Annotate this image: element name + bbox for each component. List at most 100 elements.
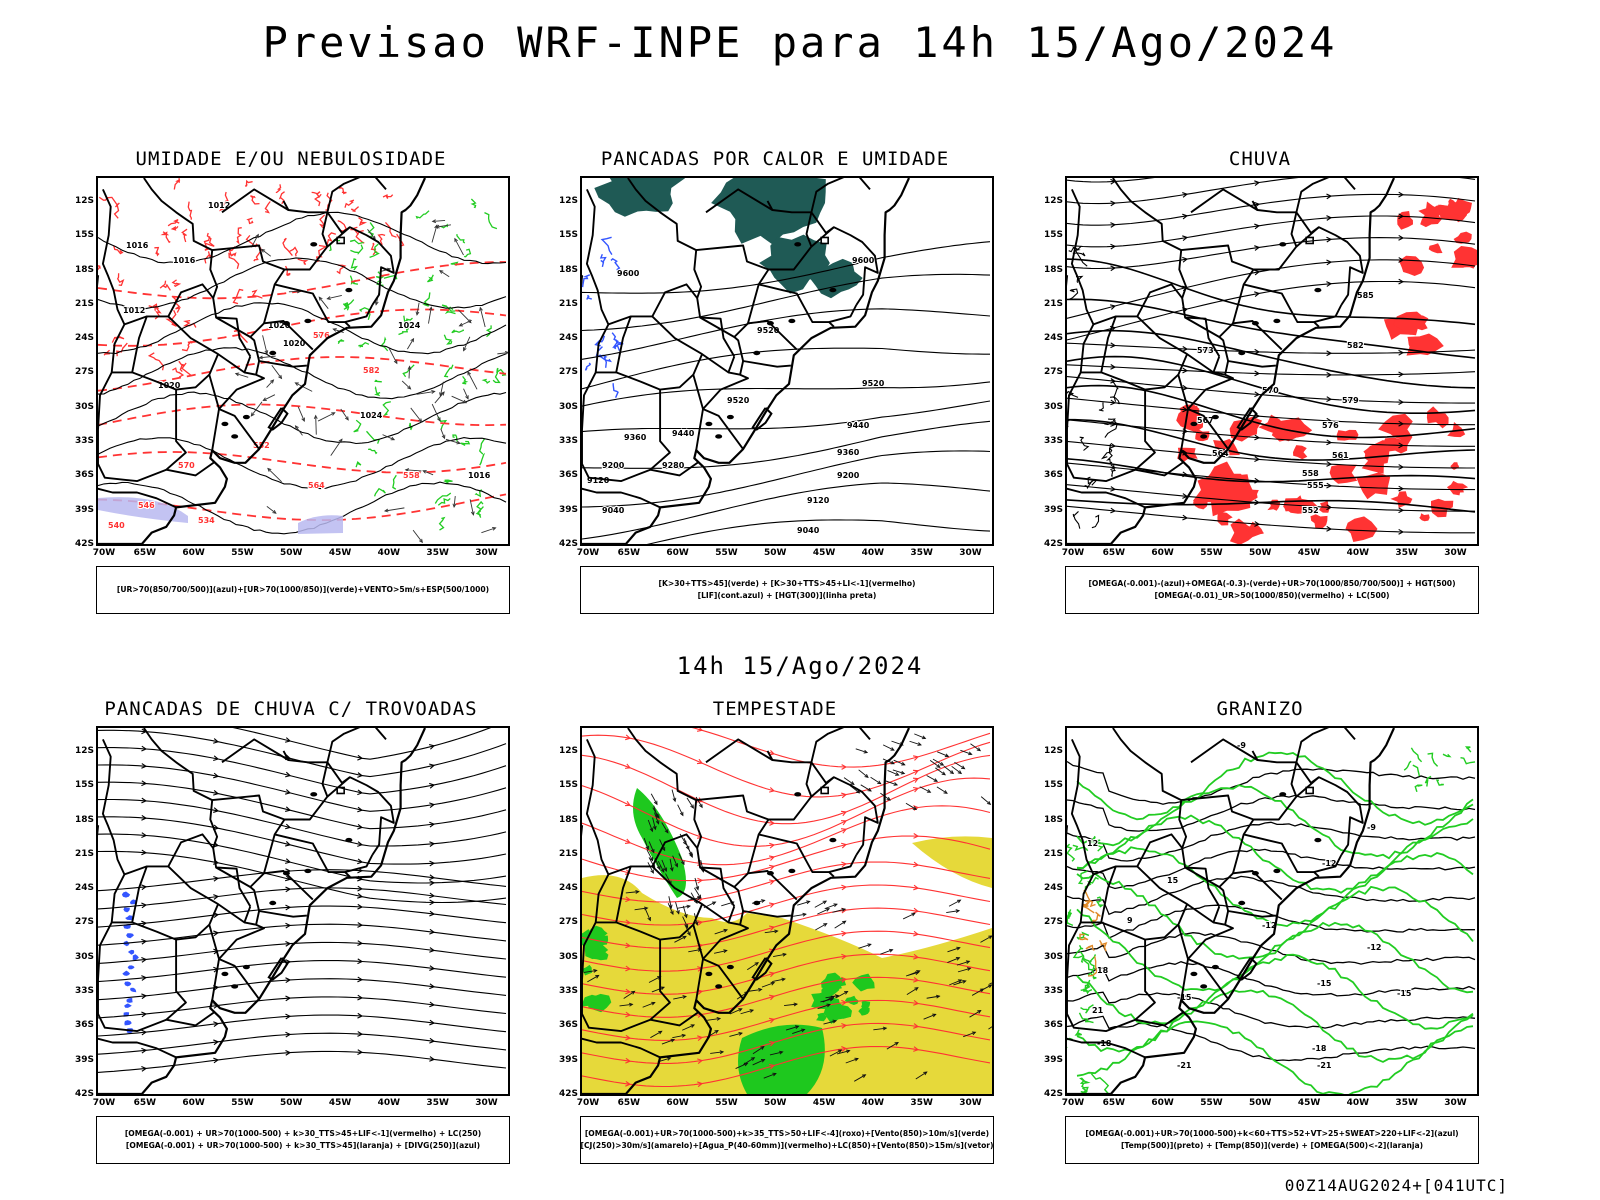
map-tempestade — [580, 726, 994, 1096]
lat-tick-label: 39S — [558, 1054, 578, 1065]
lon-tick-label: 30W — [475, 1098, 498, 1108]
temp-label: -12 — [1262, 921, 1276, 930]
temp-label: -21 — [1177, 1061, 1192, 1070]
temp-label: -12 — [1367, 943, 1381, 952]
forecast-map-pancadas-calor: 9600 9600 9520 9520 9520 9440 9440 9360 9360 9280… — [582, 178, 991, 544]
legend-box: [UR>70(850/700/500)](azul)+[UR>70(1000/8… — [96, 566, 510, 614]
lon-tick-label: 50W — [764, 548, 787, 558]
lon-tick-label: 70W — [1061, 1098, 1085, 1108]
lon-tick-label: 40W — [377, 548, 401, 558]
lat-tick-label: 18S — [558, 264, 578, 275]
height-label: 9200 — [837, 471, 860, 480]
height-label: 9520 — [757, 326, 780, 335]
lon-tick-label: 50W — [280, 1098, 303, 1108]
lon-tick-label: 55W — [715, 1098, 738, 1108]
lon-tick-label: 60W — [666, 548, 689, 558]
lat-tick-label: 27S — [558, 917, 578, 928]
height-label: 9440 — [847, 421, 870, 430]
height-label: 9120 — [587, 476, 610, 485]
lat-tick-label: 21S — [74, 848, 94, 859]
lat-tick-label: 42S — [74, 539, 94, 549]
isobar-label: 546 — [138, 501, 155, 510]
lon-tick-label: 55W — [1200, 1098, 1223, 1108]
temp-label: -21 — [1317, 1061, 1332, 1070]
hgt-label: 567 — [1197, 416, 1214, 425]
height-label: 9120 — [807, 496, 830, 505]
lon-tick-label: 45W — [812, 1098, 836, 1108]
lon-tick-label: 55W — [715, 548, 738, 558]
panel-title: TEMPESTADE — [712, 698, 838, 720]
lat-tick-label: 36S — [74, 470, 94, 481]
lon-tick-label: 35W — [910, 548, 933, 558]
lat-tick-label: 36S — [1043, 1020, 1063, 1031]
height-label: 9360 — [624, 433, 647, 442]
lat-tick-label: 33S — [74, 986, 94, 997]
lat-tick-label: 39S — [558, 504, 578, 515]
lat-tick-label: 36S — [558, 1020, 578, 1031]
lon-tick-label: 65W — [617, 1098, 641, 1108]
lat-tick-label: 12S — [74, 195, 94, 206]
isobar-label: 1012 — [208, 201, 230, 210]
temp-label: -15 — [1397, 989, 1412, 998]
temp-label: -15 — [1317, 979, 1332, 988]
isobar-label: 1016 — [126, 241, 149, 250]
latitude-axis: 12S 15S 18S 21S 24S 27S 30S 33S 36S 39S 42S — [558, 176, 580, 549]
forecast-map-pancadas-trovoadas — [98, 728, 507, 1094]
legend-line: [Temp(500)](preto) + [Temp(850)](verde) … — [1120, 1141, 1424, 1150]
lon-tick-label: 30W — [959, 548, 982, 558]
map-umidade: 1012 1016 1016 1020 1020 1024 1024 1016 1012 1020… — [96, 176, 510, 546]
legend-box: [OMEGA(-0.001)+UR>70(1000-500)+k<60+TTS>… — [1065, 1116, 1479, 1164]
lat-tick-label: 36S — [74, 1020, 94, 1031]
lat-tick-label: 12S — [558, 745, 578, 756]
map-pancadas-calor: 9600 9600 9520 9520 9520 9440 9440 9360 9360 9280… — [580, 176, 994, 546]
lat-tick-label: 18S — [1043, 814, 1063, 825]
lat-tick-label: 24S — [74, 883, 94, 894]
hgt-label: 585 — [1357, 291, 1374, 300]
lon-tick-label: 40W — [861, 1098, 885, 1108]
lon-tick-label: 30W — [1444, 1098, 1467, 1108]
lat-tick-label: 36S — [1043, 470, 1063, 481]
isobar-label: 576 — [313, 331, 330, 340]
lat-tick-label: 15S — [1043, 230, 1063, 241]
lon-tick-label: 65W — [1102, 1098, 1126, 1108]
lon-tick-label: 50W — [280, 548, 303, 558]
lon-tick-label: 70W — [576, 548, 600, 558]
height-label: 9600 — [852, 256, 875, 265]
hgt-label: 558 — [1302, 469, 1319, 478]
temp-label: 9 — [1127, 916, 1133, 925]
height-label: 9600 — [617, 269, 640, 278]
height-label: 9040 — [602, 506, 625, 515]
lat-tick-label: 42S — [74, 1089, 94, 1099]
forecast-map-umidade: 1012 1016 1016 1020 1020 1024 1024 1016 1012 1020… — [98, 178, 508, 544]
height-label: 9200 — [602, 461, 625, 470]
hgt-label: 564 — [1212, 449, 1229, 458]
lat-tick-label: 30S — [558, 401, 578, 412]
legend-line: [K>30+TTS>45](verde) + [K>30+TTS>45+LI<-… — [658, 579, 916, 588]
hgt-label: 555 — [1307, 481, 1324, 490]
lat-tick-label: 24S — [1043, 333, 1063, 344]
lat-tick-label: 27S — [74, 917, 94, 928]
height-label: 9520 — [727, 396, 750, 405]
temp-label: -15 — [1177, 993, 1192, 1002]
legend-box: [OMEGA(-0.001)-(azul)+OMEGA(-0.3)-(verde… — [1065, 566, 1479, 614]
lon-tick-label: 35W — [910, 1098, 933, 1108]
main-title: Previsao WRF-INPE para 14h 15/Ago/2024 — [262, 18, 1338, 67]
lon-tick-label: 60W — [1151, 548, 1174, 558]
lon-tick-label: 70W — [92, 548, 116, 558]
panel-chuva: CHUVA 12S 15S 18S 21S 24S 27S 30S 33S 36S 39S 42S 58… — [1043, 148, 1479, 614]
lat-tick-label: 39S — [74, 1054, 94, 1065]
lat-tick-label: 30S — [74, 951, 94, 962]
lon-tick-label: 70W — [1061, 548, 1085, 558]
forecast-map-chuva: 585 582 579 576 573 570 567 564 561 558 555 552 — [1067, 178, 1477, 544]
panel-title: GRANIZO — [1216, 698, 1304, 720]
height-label: 9280 — [662, 461, 685, 470]
legend-line: [OMEGA(-0.001)-(azul)+OMEGA(-0.3)-(verde… — [1088, 579, 1456, 588]
panel-umidade: UMIDADE E/OU NEBULOSIDADE 12S 15S 18S 21S 24S… — [74, 148, 510, 614]
isobar-label: 540 — [108, 521, 125, 530]
hgt-label: 573 — [1197, 346, 1214, 355]
lon-tick-label: 60W — [1151, 1098, 1174, 1108]
lon-tick-label: 50W — [764, 1098, 787, 1108]
lat-tick-label: 12S — [1043, 195, 1063, 206]
lat-tick-label: 21S — [1043, 298, 1063, 309]
lon-tick-label: 35W — [426, 548, 449, 558]
